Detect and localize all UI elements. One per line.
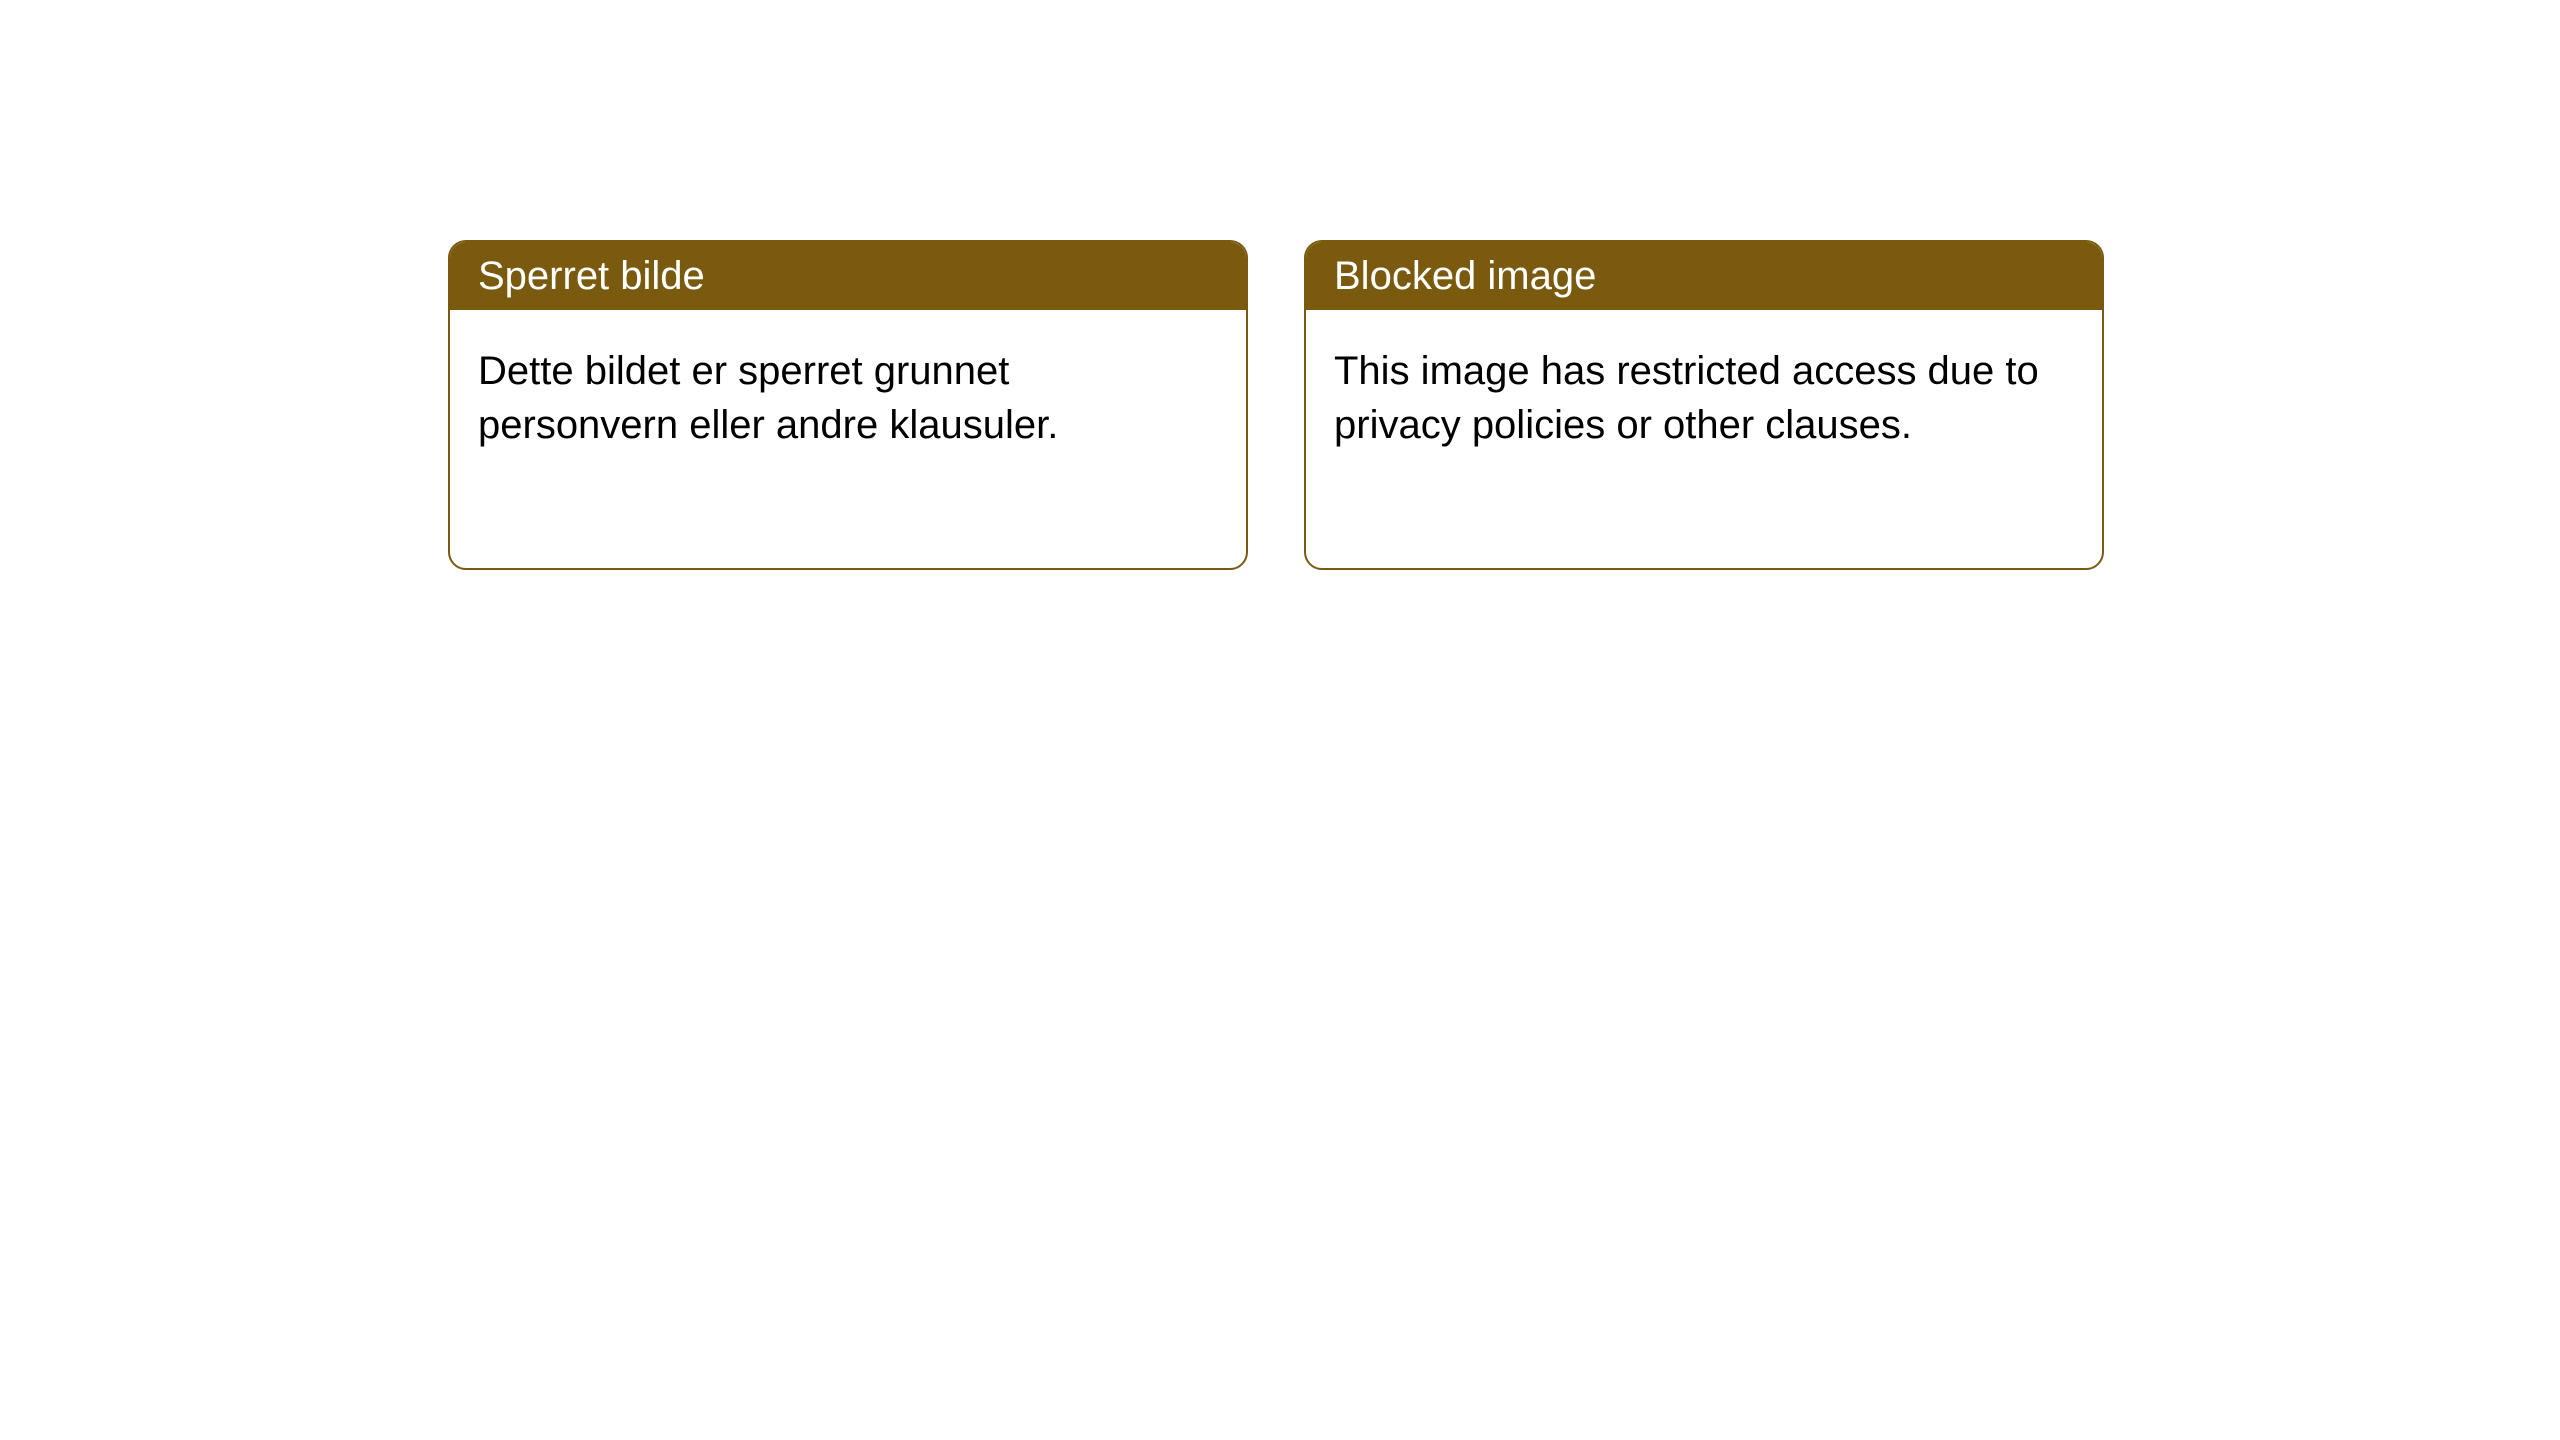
- notice-container: Sperret bilde Dette bildet er sperret gr…: [0, 0, 2560, 570]
- notice-body: This image has restricted access due to …: [1306, 310, 2102, 486]
- notice-card-english: Blocked image This image has restricted …: [1304, 240, 2104, 570]
- notice-header: Sperret bilde: [450, 242, 1246, 310]
- notice-card-norwegian: Sperret bilde Dette bildet er sperret gr…: [448, 240, 1248, 570]
- notice-header: Blocked image: [1306, 242, 2102, 310]
- notice-body: Dette bildet er sperret grunnet personve…: [450, 310, 1246, 486]
